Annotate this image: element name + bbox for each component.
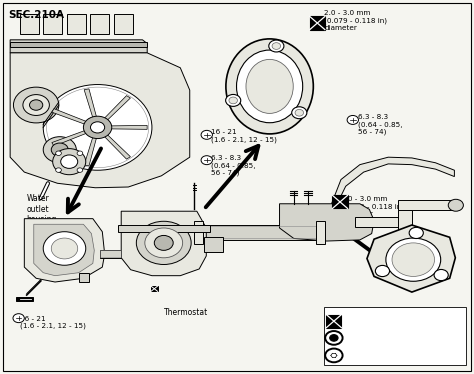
Bar: [194, 221, 203, 243]
Polygon shape: [280, 204, 374, 241]
Circle shape: [325, 349, 343, 362]
Bar: [310, 16, 325, 30]
Polygon shape: [84, 89, 97, 120]
Bar: [326, 315, 341, 328]
Ellipse shape: [237, 50, 303, 123]
Circle shape: [145, 228, 182, 258]
Circle shape: [77, 151, 83, 156]
Circle shape: [375, 266, 390, 277]
Circle shape: [386, 238, 441, 281]
Circle shape: [53, 148, 86, 175]
Bar: [100, 249, 121, 258]
Bar: [200, 227, 323, 238]
Circle shape: [55, 168, 61, 172]
Circle shape: [51, 238, 78, 259]
Bar: [398, 211, 412, 234]
Circle shape: [23, 95, 49, 116]
Polygon shape: [52, 129, 89, 146]
Circle shape: [43, 85, 152, 170]
Polygon shape: [24, 219, 105, 282]
Circle shape: [330, 335, 338, 341]
Circle shape: [226, 95, 241, 106]
Polygon shape: [16, 297, 33, 301]
Circle shape: [292, 107, 307, 119]
Text: SEC.210A: SEC.210A: [8, 10, 64, 20]
Bar: [151, 286, 157, 291]
Circle shape: [43, 232, 86, 265]
Polygon shape: [10, 40, 147, 53]
Text: : Apply liquid gasket: : Apply liquid gasket: [343, 318, 417, 324]
Polygon shape: [102, 133, 130, 159]
Bar: [10, 42, 147, 47]
Bar: [100, 250, 121, 257]
Bar: [332, 195, 347, 208]
Circle shape: [91, 122, 105, 133]
Circle shape: [392, 243, 435, 276]
Circle shape: [155, 236, 173, 250]
Bar: [67, 14, 86, 34]
Circle shape: [201, 131, 212, 139]
Bar: [118, 225, 210, 232]
Bar: [204, 237, 223, 252]
Bar: [114, 14, 133, 34]
Polygon shape: [84, 135, 97, 166]
Bar: [199, 225, 324, 240]
Polygon shape: [102, 96, 130, 122]
Circle shape: [29, 100, 43, 110]
Circle shape: [201, 156, 212, 165]
Text: : N·m (kg-m, ft‧lb): : N·m (kg-m, ft‧lb): [343, 337, 408, 343]
Polygon shape: [367, 225, 456, 292]
Circle shape: [43, 137, 76, 163]
Ellipse shape: [226, 39, 313, 134]
Bar: [79, 273, 89, 282]
Text: 16 - 21
(1.6 - 2.1, 12 - 15): 16 - 21 (1.6 - 2.1, 12 - 15): [19, 316, 85, 329]
Circle shape: [409, 227, 423, 239]
Circle shape: [347, 116, 358, 125]
Bar: [317, 221, 325, 243]
Text: 2.0 - 3.0 mm
(0.079 - 0.118 in)
diameter: 2.0 - 3.0 mm (0.079 - 0.118 in) diameter: [324, 10, 387, 31]
Circle shape: [325, 331, 343, 345]
Text: 6.3 - 8.3
(0.64 - 0.85,
56 - 74): 6.3 - 8.3 (0.64 - 0.85, 56 - 74): [211, 155, 255, 176]
Circle shape: [13, 314, 24, 323]
Bar: [43, 14, 62, 34]
Text: 2.0 - 3.0 mm
(0.079 - 0.118 in)
diameter: 2.0 - 3.0 mm (0.079 - 0.118 in) diameter: [341, 196, 404, 217]
Bar: [324, 307, 466, 365]
Circle shape: [137, 221, 191, 264]
Text: 16 - 21
(1.6 - 2.1, 12 - 15): 16 - 21 (1.6 - 2.1, 12 - 15): [211, 129, 277, 143]
Bar: [91, 14, 109, 34]
Circle shape: [272, 43, 281, 49]
Polygon shape: [108, 125, 147, 129]
Circle shape: [434, 269, 448, 280]
Circle shape: [83, 116, 112, 138]
Circle shape: [448, 199, 464, 211]
Circle shape: [55, 151, 61, 156]
Polygon shape: [331, 157, 455, 204]
Circle shape: [269, 40, 284, 52]
Polygon shape: [10, 53, 190, 188]
Circle shape: [61, 155, 78, 168]
Polygon shape: [52, 109, 89, 125]
Ellipse shape: [246, 59, 293, 113]
Text: Thermostat: Thermostat: [164, 308, 208, 317]
Bar: [19, 14, 38, 34]
Bar: [355, 217, 407, 227]
Polygon shape: [34, 224, 94, 276]
Bar: [398, 200, 457, 211]
Polygon shape: [121, 211, 206, 276]
Circle shape: [229, 97, 237, 104]
Circle shape: [295, 109, 303, 116]
Text: Water
outlet
housing: Water outlet housing: [27, 194, 57, 224]
Circle shape: [51, 143, 68, 156]
Circle shape: [13, 87, 59, 123]
Circle shape: [77, 168, 83, 172]
Text: 6.3 - 8.3
(0.64 - 0.85,
56 - 74): 6.3 - 8.3 (0.64 - 0.85, 56 - 74): [357, 114, 402, 135]
Text: : N·m (kg-m, in‧lb): : N·m (kg-m, in‧lb): [343, 355, 409, 362]
Text: ALC048: ALC048: [430, 359, 457, 365]
